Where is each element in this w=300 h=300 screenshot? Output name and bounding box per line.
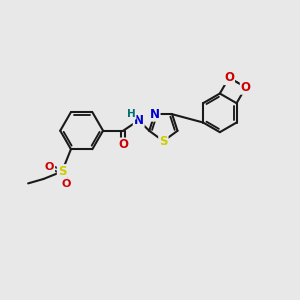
Text: O: O [118, 138, 128, 152]
Text: O: O [224, 71, 234, 84]
Text: N: N [134, 114, 144, 127]
Text: O: O [45, 162, 54, 172]
Text: O: O [241, 81, 251, 94]
Text: S: S [58, 165, 66, 178]
Text: O: O [62, 179, 71, 189]
Text: H: H [127, 109, 136, 119]
Text: H: H [134, 115, 143, 125]
Text: S: S [159, 135, 168, 148]
Text: N: N [150, 108, 160, 121]
